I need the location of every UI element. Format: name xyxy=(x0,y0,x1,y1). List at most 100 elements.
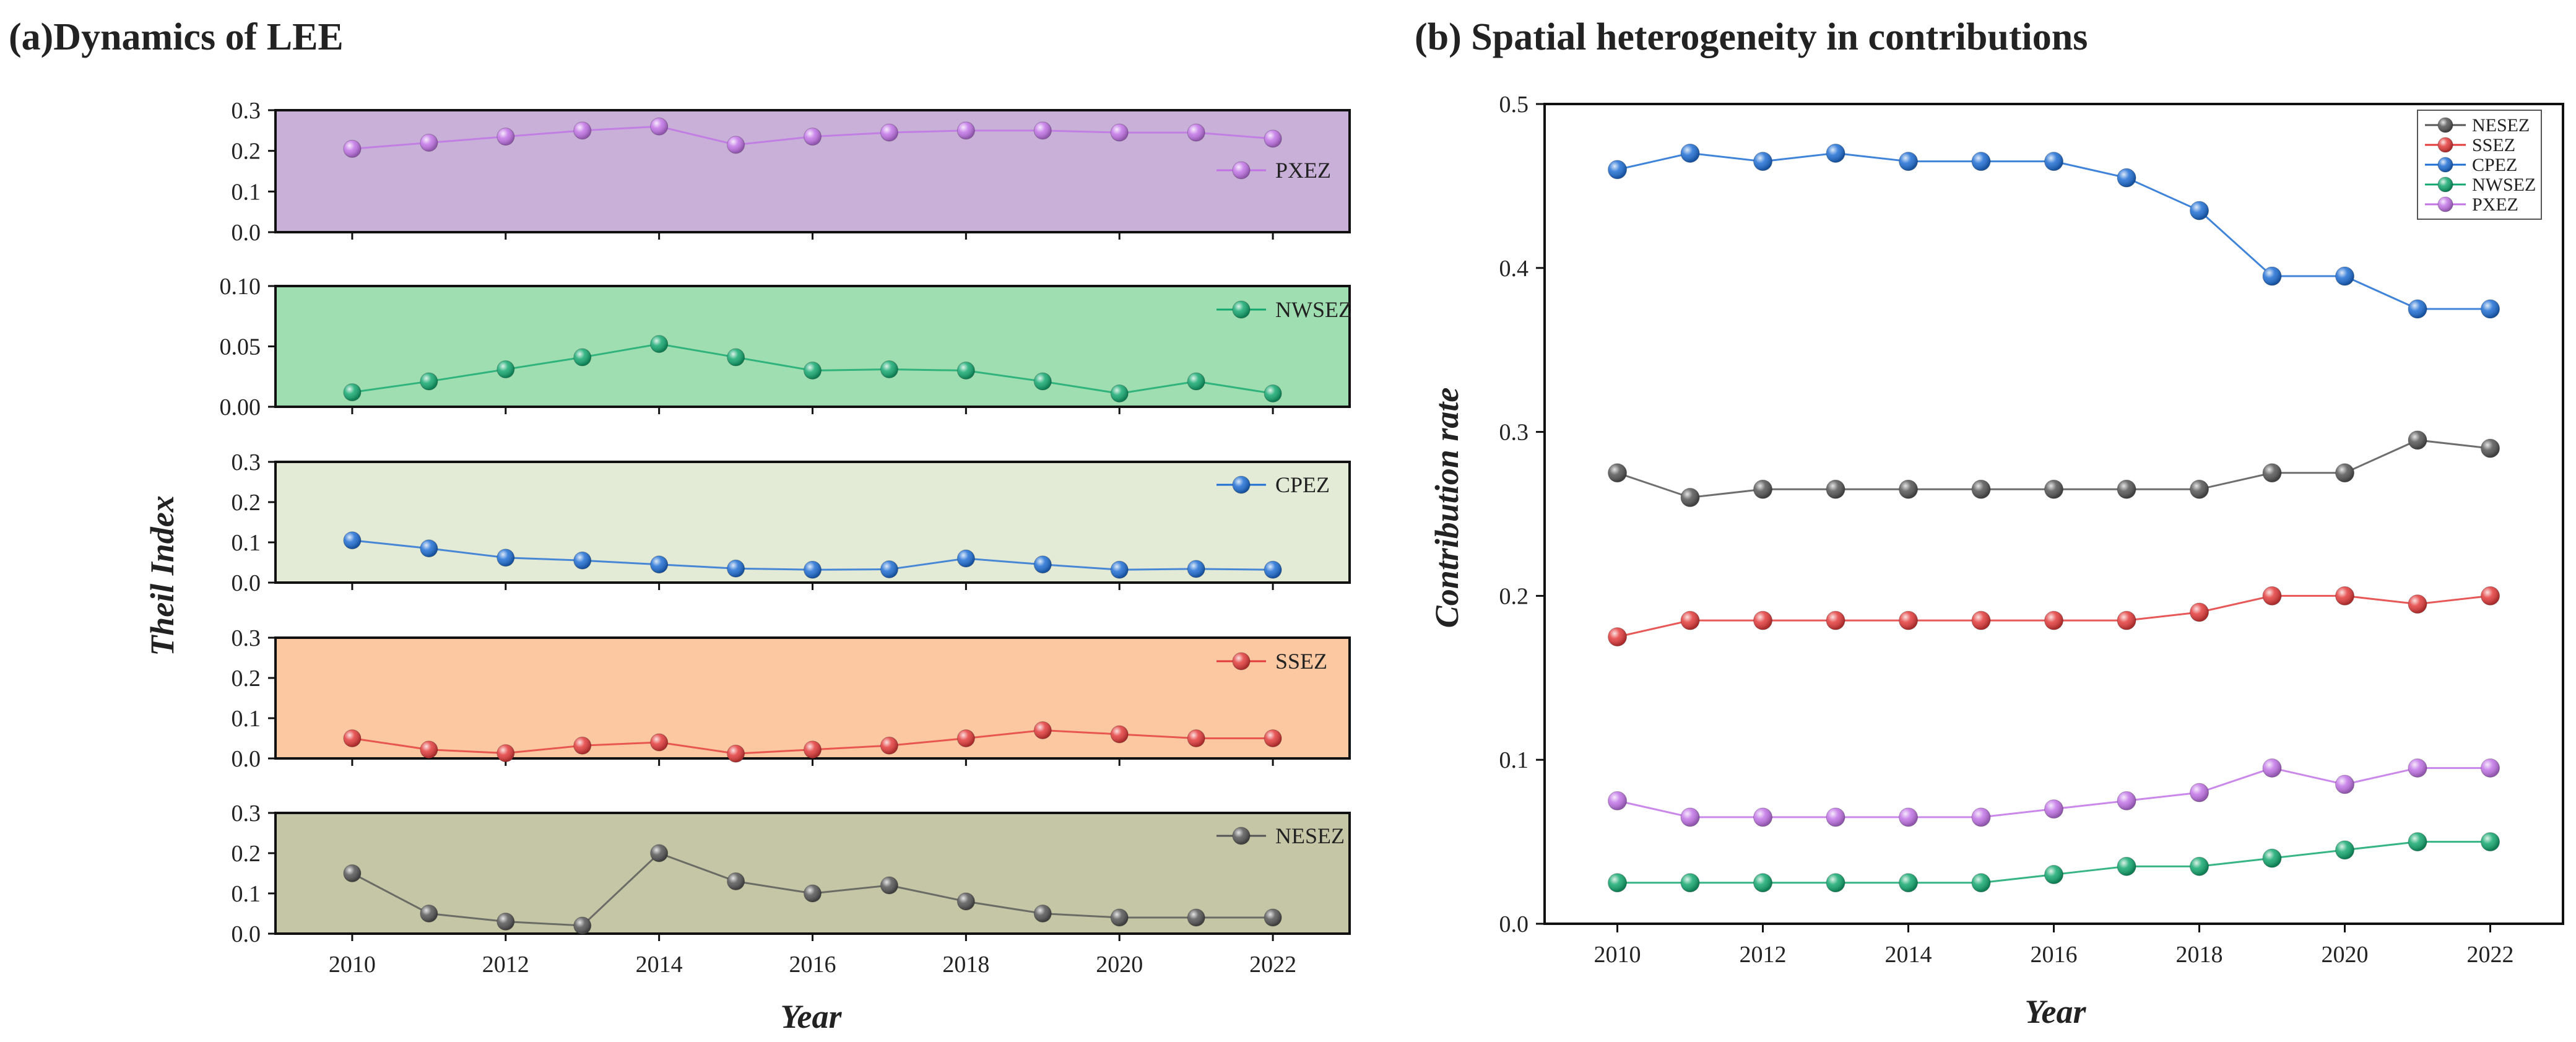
data-point xyxy=(1826,610,1845,630)
y-tick-label: 0.3 xyxy=(232,625,261,651)
chart-b-title: (b) Spatial heterogeneity in contributio… xyxy=(1415,16,2088,58)
x-tick-label: 2010 xyxy=(1594,942,1641,968)
series-nesez xyxy=(1608,430,2500,508)
data-point xyxy=(343,383,362,402)
y-tick-label: 0.05 xyxy=(220,334,261,360)
x-tick-label: 2014 xyxy=(1885,942,1932,968)
data-point-sheen xyxy=(2190,783,2209,802)
data-point-sheen xyxy=(1681,807,1699,827)
data-point-sheen xyxy=(1608,873,1627,892)
y-tick-label: 0.3 xyxy=(232,98,261,124)
chart-a: 0.00.10.20.3PXEZ0.000.050.10NWSEZ0.00.10… xyxy=(220,98,1352,978)
legend-label: CPEZ xyxy=(2472,155,2517,175)
data-point-sheen xyxy=(1753,480,1772,499)
data-point xyxy=(1826,873,1845,893)
data-point-sheen xyxy=(1753,807,1772,827)
data-point-sheen xyxy=(1187,729,1205,747)
legend-cpez: CPEZ xyxy=(1216,472,1330,497)
panel-cpez: 0.0 0.1 0.2 0.3 CPEZ xyxy=(232,449,1351,596)
legend-marker xyxy=(1232,475,1251,494)
data-point-sheen xyxy=(1972,152,1990,171)
legend-marker-sheen xyxy=(2438,157,2453,172)
data-point-sheen xyxy=(1972,611,1990,630)
data-point xyxy=(1680,873,1700,893)
data-point xyxy=(804,128,822,146)
data-point xyxy=(2335,586,2354,606)
data-point-sheen xyxy=(497,549,514,567)
data-point xyxy=(650,117,669,136)
data-point xyxy=(1264,384,1282,403)
data-point xyxy=(1753,610,1772,630)
data-point-sheen xyxy=(1187,373,1205,391)
data-point-sheen xyxy=(420,905,438,923)
data-point-sheen xyxy=(420,740,438,758)
data-point-sheen xyxy=(2263,586,2281,606)
data-point xyxy=(1899,479,1918,499)
data-point xyxy=(573,348,592,367)
data-point xyxy=(1753,807,1772,827)
data-point-sheen xyxy=(2481,586,2500,606)
data-point xyxy=(1971,610,1991,630)
data-point-sheen xyxy=(420,539,438,557)
data-point-sheen xyxy=(957,362,975,380)
data-point-sheen xyxy=(2335,267,2354,286)
data-point xyxy=(804,362,822,380)
data-point xyxy=(1680,488,1700,508)
data-point-sheen xyxy=(1187,909,1205,926)
data-point xyxy=(1608,873,1627,893)
data-point-sheen xyxy=(2044,152,2063,171)
data-point-sheen xyxy=(343,729,361,747)
y-tick-label: 0.2 xyxy=(232,490,261,516)
data-point xyxy=(343,729,362,747)
data-point-sheen xyxy=(497,360,514,378)
legend-item-ssez: SSEZ xyxy=(2425,135,2515,155)
data-point xyxy=(1826,143,1845,163)
data-point-sheen xyxy=(1111,384,1129,402)
data-point xyxy=(1680,610,1700,630)
panel-background xyxy=(274,636,1351,760)
data-point xyxy=(2117,479,2136,499)
data-point xyxy=(1264,129,1282,148)
legend-item-nwsez: NWSEZ xyxy=(2425,175,2536,195)
data-point xyxy=(727,348,745,367)
data-point xyxy=(1753,479,1772,499)
y-tick-label: 0.3 xyxy=(1499,420,1529,446)
x-tick-label: 2016 xyxy=(2031,942,2078,968)
legend-marker-sheen xyxy=(1233,301,1250,318)
data-point xyxy=(880,123,898,142)
data-point xyxy=(880,360,898,379)
data-point xyxy=(804,884,822,903)
legend-marker xyxy=(1232,161,1251,180)
data-point xyxy=(2481,758,2500,778)
data-point xyxy=(1110,560,1129,579)
data-point xyxy=(1187,560,1205,578)
data-point-sheen xyxy=(2408,300,2427,318)
data-point xyxy=(1899,873,1918,893)
data-point-sheen xyxy=(1111,726,1129,743)
data-point-sheen xyxy=(727,560,745,578)
data-point-sheen xyxy=(1972,873,1990,892)
plot-area xyxy=(1543,103,2564,925)
data-point-sheen xyxy=(420,134,438,152)
data-point-sheen xyxy=(2263,758,2281,778)
data-point xyxy=(343,139,362,158)
data-point-sheen xyxy=(2117,480,2136,499)
data-point-sheen xyxy=(957,121,975,139)
data-point xyxy=(1110,384,1129,403)
x-tick-label: 2016 xyxy=(789,952,836,978)
data-point-sheen xyxy=(1264,729,1282,747)
data-point xyxy=(573,736,592,755)
data-point-sheen xyxy=(1826,611,1845,630)
data-point xyxy=(727,744,745,763)
data-point-sheen xyxy=(2117,791,2136,810)
data-point-sheen xyxy=(2117,611,2136,630)
data-point-sheen xyxy=(2044,799,2063,818)
legend-marker-sheen xyxy=(1233,653,1250,670)
data-point-sheen xyxy=(1034,121,1052,139)
data-point xyxy=(573,121,592,140)
data-point-sheen xyxy=(1264,561,1282,579)
data-point-sheen xyxy=(1034,373,1052,391)
data-point xyxy=(2481,299,2500,319)
y-tick-label: 0.3 xyxy=(232,449,261,475)
